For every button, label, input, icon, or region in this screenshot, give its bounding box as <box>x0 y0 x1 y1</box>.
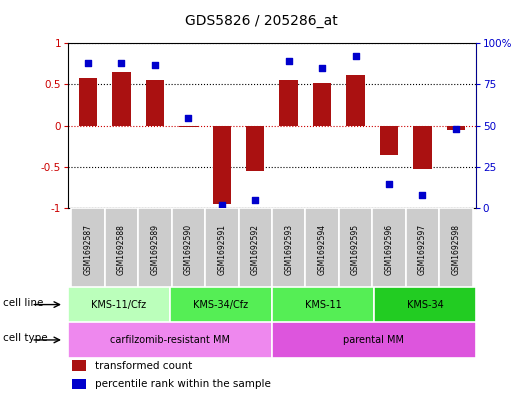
Bar <box>313 83 331 126</box>
Bar <box>439 208 473 287</box>
Text: KMS-11: KMS-11 <box>304 299 342 310</box>
Bar <box>170 287 272 322</box>
Bar <box>272 287 374 322</box>
Point <box>418 192 427 198</box>
Text: KMS-34/Cfz: KMS-34/Cfz <box>194 299 248 310</box>
Bar <box>68 287 170 322</box>
Text: GSM1692590: GSM1692590 <box>184 224 193 275</box>
Text: cell type: cell type <box>3 333 47 343</box>
Point <box>184 114 192 121</box>
Bar <box>68 322 272 358</box>
Bar <box>372 208 406 287</box>
Text: GSM1692591: GSM1692591 <box>217 224 226 275</box>
Text: percentile rank within the sample: percentile rank within the sample <box>95 379 270 389</box>
Bar <box>246 126 265 171</box>
Bar <box>205 208 238 287</box>
Bar <box>172 208 205 287</box>
Text: GSM1692593: GSM1692593 <box>284 224 293 275</box>
Point <box>318 65 326 71</box>
Point <box>151 62 159 68</box>
Bar <box>72 379 86 389</box>
Bar <box>71 208 105 287</box>
Point <box>285 58 293 64</box>
Text: GSM1692598: GSM1692598 <box>451 224 460 275</box>
Text: GDS5826 / 205286_at: GDS5826 / 205286_at <box>185 14 338 28</box>
Point <box>84 60 92 66</box>
Bar <box>79 78 97 126</box>
Point <box>351 53 360 60</box>
Bar <box>374 287 476 322</box>
Bar <box>72 360 86 371</box>
Bar <box>112 72 131 126</box>
Text: GSM1692594: GSM1692594 <box>317 224 327 275</box>
Point <box>218 202 226 208</box>
Bar <box>179 126 198 127</box>
Point <box>452 126 460 132</box>
Bar <box>272 322 476 358</box>
Text: GSM1692592: GSM1692592 <box>251 224 260 275</box>
Text: GSM1692595: GSM1692595 <box>351 224 360 275</box>
Bar <box>138 208 172 287</box>
Text: carfilzomib-resistant MM: carfilzomib-resistant MM <box>110 335 230 345</box>
Bar <box>346 75 365 126</box>
Text: GSM1692596: GSM1692596 <box>384 224 393 275</box>
Point <box>117 60 126 66</box>
Bar <box>380 126 398 154</box>
Bar <box>279 80 298 126</box>
Text: parental MM: parental MM <box>344 335 404 345</box>
Text: transformed count: transformed count <box>95 361 192 371</box>
Text: GSM1692587: GSM1692587 <box>84 224 93 275</box>
Bar <box>413 126 431 169</box>
Bar <box>406 208 439 287</box>
Text: GSM1692588: GSM1692588 <box>117 224 126 275</box>
Bar <box>272 208 305 287</box>
Text: KMS-34: KMS-34 <box>406 299 444 310</box>
Bar <box>339 208 372 287</box>
Text: cell line: cell line <box>3 298 43 308</box>
Point <box>385 180 393 187</box>
Text: GSM1692597: GSM1692597 <box>418 224 427 275</box>
Text: GSM1692589: GSM1692589 <box>151 224 160 275</box>
Bar <box>146 80 164 126</box>
Bar <box>447 126 465 130</box>
Bar <box>105 208 138 287</box>
Text: KMS-11/Cfz: KMS-11/Cfz <box>92 299 146 310</box>
Bar <box>305 208 339 287</box>
Bar <box>213 126 231 204</box>
Bar <box>238 208 272 287</box>
Point <box>251 197 259 203</box>
